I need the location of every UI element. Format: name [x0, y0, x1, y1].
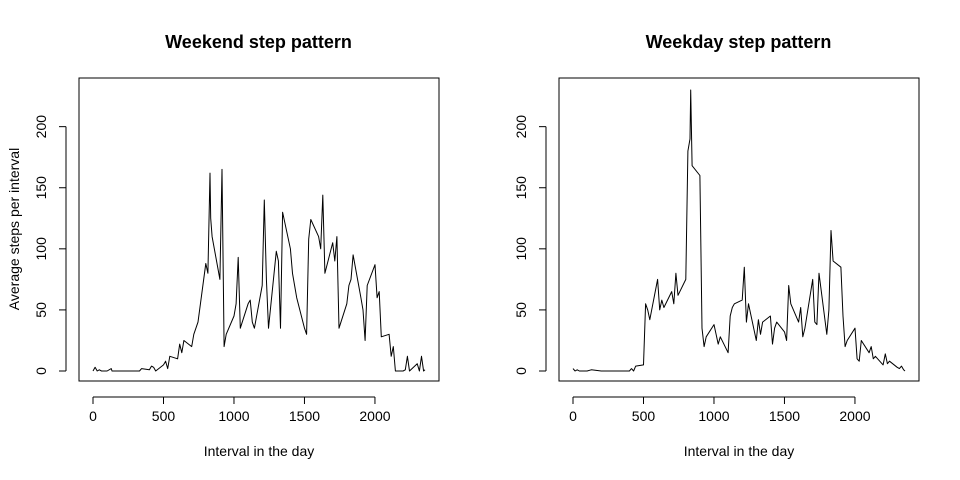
weekday-x-axis-label: Interval in the day	[684, 443, 795, 459]
weekend-x-tick-label: 2000	[359, 408, 390, 424]
weekday-y-tick-label: 150	[513, 176, 529, 200]
weekday-x-tick-label: 2000	[839, 408, 870, 424]
weekend-y-tick-label: 100	[33, 237, 49, 261]
weekend-y-tick-label: 200	[33, 115, 49, 139]
weekend-x-axis: 0 500 1000 1500 2000	[89, 396, 391, 424]
weekend-panel: Weekend step pattern 0 500 1000 1500 2000 0 5…	[6, 32, 440, 459]
weekend-x-tick-label: 500	[152, 408, 176, 424]
weekend-x-tick-label: 1000	[218, 408, 249, 424]
weekday-x-tick-label: 1000	[698, 408, 729, 424]
weekday-x-tick-label: 0	[569, 408, 577, 424]
weekend-series-line	[92, 168, 426, 372]
weekday-y-axis: 0 50 100 150 200	[513, 115, 547, 375]
weekend-x-axis-label: Interval in the day	[204, 443, 315, 459]
weekday-chart-title: Weekday step pattern	[646, 32, 832, 52]
weekend-y-tick-label: 50	[33, 302, 49, 318]
weekday-x-tick-label: 500	[632, 408, 656, 424]
weekend-y-tick-label: 0	[33, 367, 49, 375]
weekend-x-tick-label: 0	[89, 408, 97, 424]
weekday-y-tick-label: 100	[513, 237, 529, 261]
weekday-panel: Weekday step pattern 0 500 1000 1500 2000 0 5…	[513, 32, 920, 459]
weekend-y-axis: 0 50 100 150 200	[33, 115, 67, 375]
weekend-plot-frame	[78, 77, 440, 382]
weekday-x-tick-label: 1500	[769, 408, 800, 424]
weekday-y-tick-label: 0	[513, 367, 529, 375]
weekend-x-tick-label: 1500	[289, 408, 320, 424]
weekday-series-line	[572, 89, 906, 372]
weekend-y-axis-label: Average steps per interval	[6, 148, 22, 310]
weekday-y-tick-label: 50	[513, 302, 529, 318]
weekday-x-axis: 0 500 1000 1500 2000	[569, 396, 871, 424]
weekend-y-tick-label: 150	[33, 176, 49, 200]
weekday-y-tick-label: 200	[513, 115, 529, 139]
weekday-plot-frame	[558, 77, 920, 382]
weekend-chart-title: Weekend step pattern	[165, 32, 352, 52]
